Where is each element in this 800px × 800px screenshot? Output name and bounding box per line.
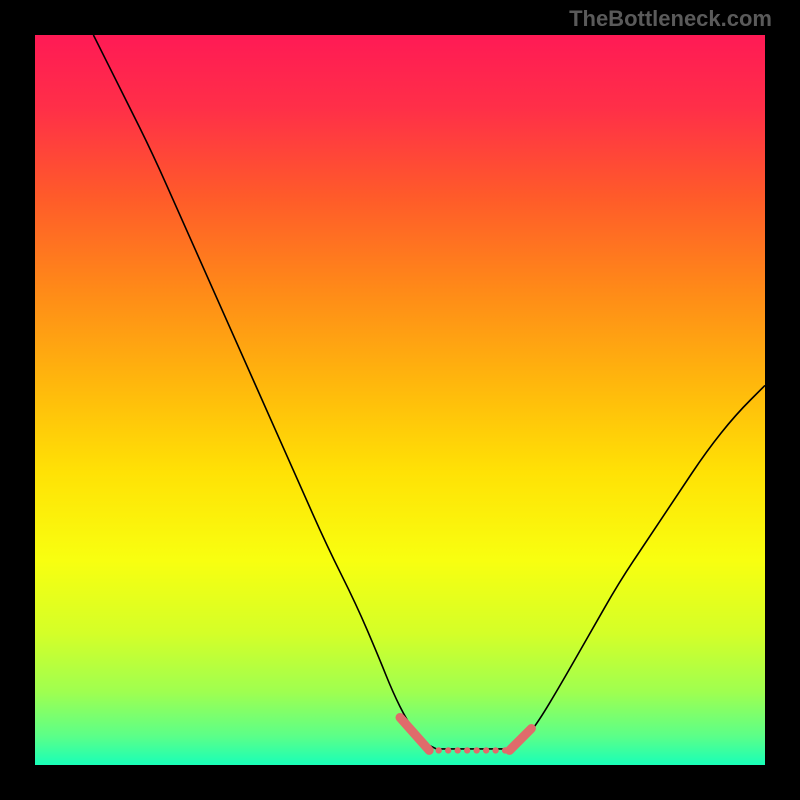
watermark-text: TheBottleneck.com [569, 6, 772, 32]
gradient-background [35, 35, 765, 765]
plot-area [35, 35, 765, 765]
chart-svg [35, 35, 765, 765]
